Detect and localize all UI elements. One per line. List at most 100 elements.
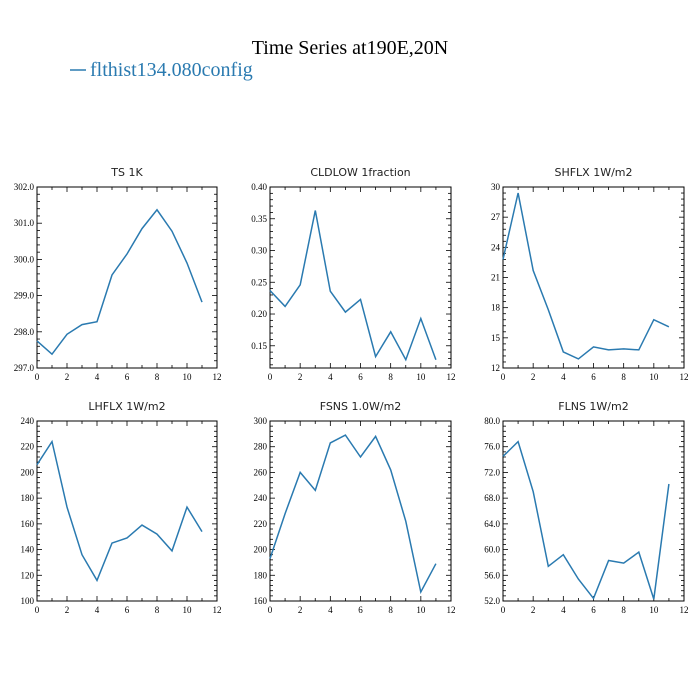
x-tick-label: 10 — [183, 372, 193, 382]
x-tick-label: 0 — [268, 605, 273, 615]
panel-title: CLDLOW 1fraction — [310, 166, 410, 179]
plot-frame — [269, 186, 452, 369]
y-tick-label: 15 — [491, 333, 501, 343]
x-tick-label: 0 — [501, 372, 506, 382]
x-tick-label: 8 — [155, 372, 160, 382]
x-tick-label: 0 — [35, 372, 40, 382]
x-tick-label: 12 — [447, 605, 456, 615]
panel-title: TS 1K — [110, 166, 143, 179]
y-tick-label: 297.0 — [14, 363, 35, 373]
x-tick-label: 6 — [591, 372, 596, 382]
x-tick-label: 4 — [95, 605, 100, 615]
y-tick-label: 140 — [21, 545, 35, 555]
panel-2: CLDLOW 1fraction 0 2 4 6 8 10 12 0.15 0.20 0.25 0.3… — [251, 166, 455, 382]
x-tick-label: 2 — [65, 605, 70, 615]
x-tick-label: 4 — [561, 372, 566, 382]
x-tick-label: 8 — [388, 372, 393, 382]
y-tick-label: 12 — [491, 363, 500, 373]
y-tick-label: 21 — [491, 273, 500, 283]
y-tick-label: 260 — [254, 467, 268, 477]
x-tick-label: 8 — [621, 605, 626, 615]
y-tick-label: 160 — [21, 519, 35, 529]
x-tick-label: 10 — [416, 372, 426, 382]
x-tick-label: 10 — [649, 605, 659, 615]
x-tick-label: 12 — [213, 605, 222, 615]
y-tick-label: 30 — [491, 182, 501, 192]
y-tick-label: 0.35 — [251, 214, 267, 224]
y-tick-label: 220 — [254, 519, 268, 529]
y-tick-label: 200 — [254, 545, 268, 555]
panel-6: FLNS 1W/m2 0 2 4 6 8 10 12 52.0 56.0 60.0 64.0 68.0 7… — [484, 400, 688, 615]
y-tick-label: 68.0 — [484, 493, 500, 503]
x-tick-label: 2 — [298, 605, 303, 615]
x-tick-label: 4 — [328, 605, 333, 615]
y-tick-label: 24 — [491, 242, 501, 252]
y-tick-label: 200 — [21, 467, 35, 477]
y-tick-label: 300.0 — [14, 254, 35, 264]
y-tick-label: 60.0 — [484, 545, 500, 555]
x-tick-label: 12 — [213, 372, 222, 382]
legend-label: flthist134.080config — [90, 59, 253, 81]
y-tick-label: 180 — [21, 493, 35, 503]
panel-5: FSNS 1.0W/m2 0 2 4 6 8 10 12 160 180 200 220 240 260 2… — [254, 400, 456, 615]
plot-frame — [269, 420, 452, 602]
figure-title: Time Series at190E,20N — [252, 37, 448, 59]
y-tick-label: 0.15 — [251, 341, 267, 351]
y-tick-label: 240 — [254, 493, 268, 503]
x-tick-label: 4 — [95, 372, 100, 382]
x-tick-label: 10 — [649, 372, 659, 382]
y-tick-label: 220 — [21, 442, 35, 452]
x-tick-label: 4 — [561, 605, 566, 615]
y-tick-label: 299.0 — [14, 291, 35, 301]
series-line — [269, 210, 437, 362]
x-tick-label: 10 — [416, 605, 426, 615]
series-line — [502, 440, 670, 600]
x-tick-label: 8 — [388, 605, 393, 615]
y-tick-label: 302.0 — [14, 182, 35, 192]
y-tick-label: 0.25 — [251, 277, 267, 287]
y-tick-label: 280 — [254, 442, 268, 452]
panel-title: FLNS 1W/m2 — [558, 400, 628, 413]
x-tick-label: 12 — [680, 372, 689, 382]
y-tick-label: 240 — [21, 416, 35, 426]
x-tick-label: 6 — [358, 372, 363, 382]
series-line — [502, 192, 670, 360]
plot-frame — [502, 186, 685, 369]
y-tick-label: 120 — [21, 570, 35, 580]
panels: TS 1K0 2 4 6 8 10 12297.0298.0299.0300.0301.03… — [14, 166, 689, 615]
panel-4: LHFLX 1W/m2 0 2 4 6 8 10 12 100 120 140 160 180 200 22… — [21, 400, 222, 615]
x-tick-label: 10 — [183, 605, 193, 615]
series-line — [36, 208, 203, 356]
x-tick-label: 6 — [358, 605, 363, 615]
y-tick-label: 64.0 — [484, 519, 500, 529]
panel-title: FSNS 1.0W/m2 — [320, 400, 402, 413]
x-tick-label: 6 — [125, 605, 130, 615]
x-tick-label: 8 — [155, 605, 160, 615]
y-tick-label: 180 — [254, 570, 268, 580]
series-line — [269, 434, 437, 595]
y-tick-label: 0.30 — [251, 246, 267, 256]
x-tick-label: 2 — [65, 372, 70, 382]
y-tick-label: 300 — [254, 416, 268, 426]
x-tick-label: 0 — [268, 372, 273, 382]
y-tick-label: 27 — [491, 212, 501, 222]
y-tick-label: 0.40 — [251, 182, 267, 192]
x-tick-label: 12 — [680, 605, 689, 615]
y-tick-label: 0.20 — [251, 309, 267, 319]
panel-title: SHFLX 1W/m2 — [554, 166, 632, 179]
panel-1: TS 1K 0 2 4 6 8 10 12 297.0 298.0 299.0 300.0 301.0 3… — [14, 166, 222, 382]
x-tick-label: 0 — [35, 605, 40, 615]
x-tick-label: 8 — [621, 372, 626, 382]
x-tick-label: 0 — [501, 605, 506, 615]
x-tick-label: 6 — [125, 372, 130, 382]
y-tick-label: 100 — [21, 596, 35, 606]
y-tick-label: 56.0 — [484, 570, 500, 580]
y-tick-label: 160 — [254, 596, 268, 606]
x-tick-label: 2 — [298, 372, 303, 382]
x-tick-label: 4 — [328, 372, 333, 382]
y-tick-label: 72.0 — [484, 467, 500, 477]
y-tick-label: 52.0 — [484, 596, 500, 606]
plot-frame — [36, 186, 218, 369]
